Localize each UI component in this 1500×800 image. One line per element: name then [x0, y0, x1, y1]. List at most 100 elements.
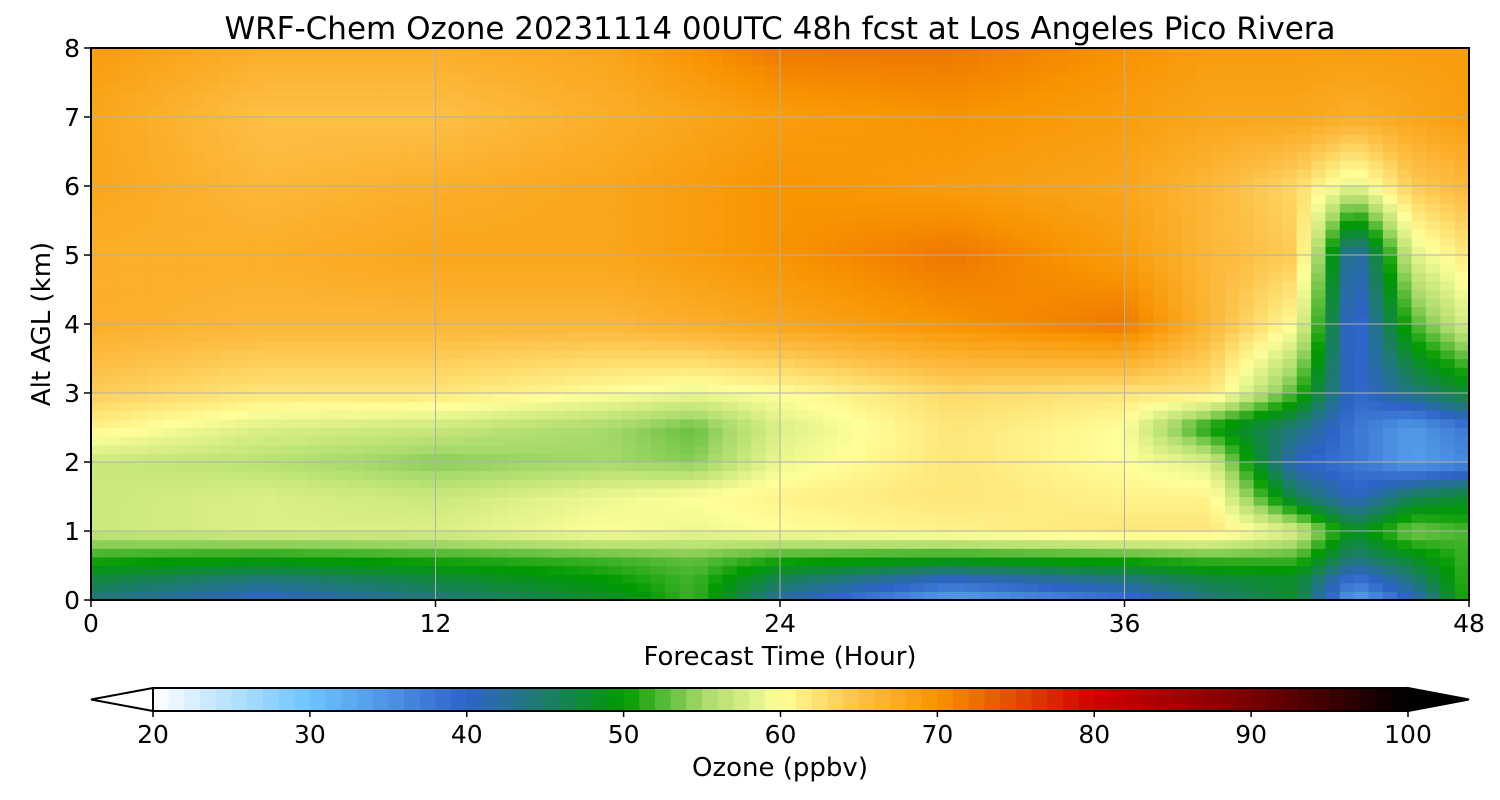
- heatmap-cell: [1397, 591, 1413, 600]
- heatmap-cell: [205, 539, 221, 549]
- heatmap-cell: [435, 582, 451, 592]
- heatmap-cell: [1411, 324, 1427, 334]
- heatmap-cell: [1210, 531, 1226, 541]
- heatmap-cell: [866, 470, 882, 480]
- heatmap-cell: [650, 246, 666, 256]
- heatmap-cell: [708, 177, 724, 187]
- heatmap-cell: [1167, 237, 1183, 247]
- heatmap-cell: [909, 194, 925, 204]
- heatmap-cell: [449, 539, 465, 549]
- heatmap-cell: [693, 453, 709, 463]
- heatmap-cell: [1239, 332, 1255, 342]
- heatmap-cell: [851, 375, 867, 385]
- heatmap-cell: [507, 289, 523, 299]
- heatmap-cell: [1110, 522, 1126, 532]
- heatmap-cell: [306, 453, 322, 463]
- heatmap-cell: [1239, 496, 1255, 506]
- heatmap-cell: [1296, 522, 1312, 532]
- heatmap-cell: [765, 375, 781, 385]
- heatmap-cell: [980, 384, 996, 394]
- heatmap-cell: [880, 272, 896, 282]
- heatmap-cell: [119, 591, 135, 600]
- heatmap-cell: [1411, 427, 1427, 437]
- heatmap-cell: [1095, 565, 1111, 575]
- heatmap-cell: [277, 246, 293, 256]
- heatmap-cell: [808, 289, 824, 299]
- heatmap-cell: [1382, 289, 1398, 299]
- heatmap-cell: [952, 496, 968, 506]
- heatmap-cell: [320, 272, 336, 282]
- heatmap-cell: [679, 306, 695, 316]
- heatmap-cell: [1124, 548, 1140, 558]
- heatmap-cell: [808, 263, 824, 273]
- heatmap-cell: [1368, 522, 1384, 532]
- heatmap-cell: [665, 470, 681, 480]
- heatmap-cell: [1454, 479, 1469, 489]
- heatmap-cell: [291, 263, 307, 273]
- heatmap-cell: [335, 582, 350, 592]
- heatmap-cell: [894, 272, 910, 282]
- heatmap-cell: [952, 220, 968, 230]
- heatmap-cell: [306, 401, 322, 411]
- heatmap-cell: [1052, 160, 1068, 170]
- heatmap-cell: [320, 177, 336, 187]
- heatmap-cell: [177, 418, 193, 429]
- heatmap-cell: [679, 151, 695, 161]
- heatmap-cell: [736, 427, 752, 437]
- heatmap-cell: [1354, 168, 1370, 178]
- heatmap-cell: [1167, 393, 1183, 403]
- heatmap-cell: [966, 548, 982, 558]
- heatmap-cell: [1052, 229, 1068, 239]
- heatmap-cell: [363, 229, 379, 239]
- heatmap-cell: [277, 194, 293, 204]
- heatmap-cell: [349, 539, 365, 549]
- heatmap-cell: [564, 410, 580, 420]
- heatmap-cell: [794, 453, 810, 463]
- heatmap-cell: [722, 565, 738, 575]
- heatmap-cell: [1095, 211, 1111, 222]
- heatmap-cell: [1354, 470, 1370, 480]
- heatmap-cell: [535, 220, 551, 230]
- heatmap-cell: [507, 168, 523, 178]
- heatmap-cell: [1138, 358, 1154, 368]
- heatmap-cell: [1253, 194, 1269, 204]
- heatmap-cell: [708, 168, 724, 178]
- heatmap-cell: [693, 479, 709, 489]
- heatmap-cell: [550, 194, 566, 204]
- heatmap-cell: [177, 384, 193, 394]
- heatmap-cell: [765, 211, 781, 222]
- heatmap-cell: [708, 358, 724, 368]
- heatmap-cell: [722, 513, 738, 523]
- heatmap-cell: [622, 324, 638, 334]
- heatmap-cell: [1311, 168, 1327, 178]
- heatmap-cell: [1181, 436, 1197, 446]
- heatmap-cell: [421, 427, 437, 437]
- heatmap-cell: [1081, 401, 1097, 411]
- heatmap-cell: [1124, 211, 1140, 222]
- heatmap-cell: [464, 591, 480, 600]
- heatmap-cell: [1038, 367, 1054, 377]
- heatmap-cell: [607, 401, 623, 411]
- heatmap-cell: [392, 280, 408, 291]
- heatmap-cell: [937, 470, 953, 480]
- heatmap-cell: [866, 315, 882, 325]
- heatmap-cell: [464, 151, 480, 161]
- heatmap-cell: [880, 375, 896, 385]
- heatmap-cell: [894, 574, 910, 584]
- heatmap-cell: [780, 591, 795, 600]
- heatmap-cell: [1440, 151, 1456, 161]
- heatmap-cell: [607, 591, 623, 600]
- heatmap-cell: [1081, 255, 1097, 265]
- heatmap-cell: [105, 237, 121, 247]
- heatmap-cell: [780, 496, 795, 506]
- heatmap-cell: [808, 298, 824, 308]
- heatmap-cell: [880, 177, 896, 187]
- heatmap-cell: [507, 237, 523, 247]
- heatmap-cell: [1339, 272, 1355, 282]
- heatmap-cell: [995, 237, 1011, 247]
- heatmap-cell: [148, 548, 164, 558]
- heatmap-cell: [1282, 160, 1298, 170]
- heatmap-cell: [579, 539, 594, 549]
- heatmap-cell: [1339, 237, 1355, 247]
- heatmap-cell: [248, 384, 264, 394]
